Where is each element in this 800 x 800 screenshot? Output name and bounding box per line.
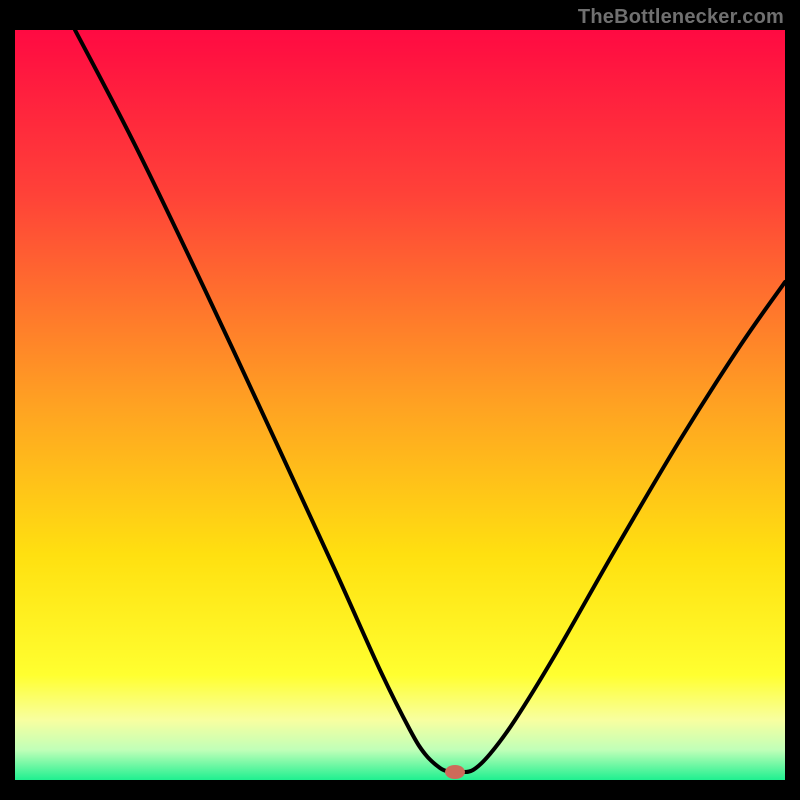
curve-path: [75, 30, 785, 772]
watermark-text: TheBottlenecker.com: [578, 6, 784, 29]
bottleneck-curve: [15, 30, 785, 780]
minimum-marker: [445, 765, 465, 779]
